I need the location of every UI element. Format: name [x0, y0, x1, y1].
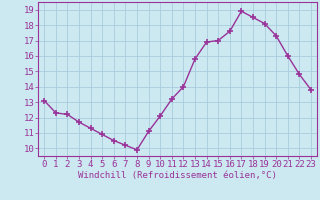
X-axis label: Windchill (Refroidissement éolien,°C): Windchill (Refroidissement éolien,°C) — [78, 171, 277, 180]
